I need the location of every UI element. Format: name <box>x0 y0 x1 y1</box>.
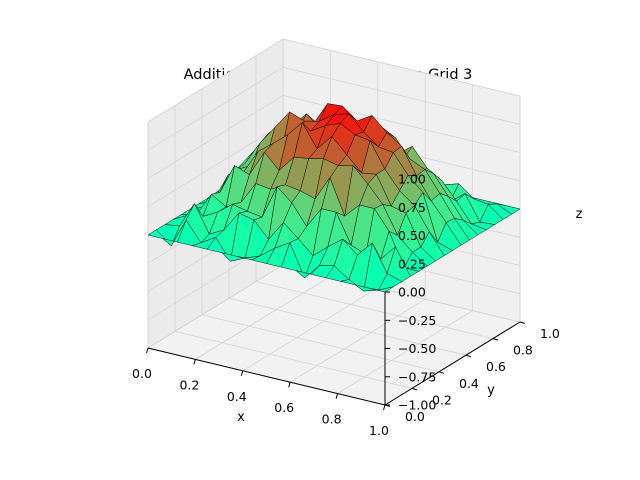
z-grid-line <box>147 38 521 123</box>
z-tick-label: −0.25 <box>398 313 436 328</box>
y-tick-label: 0.4 <box>459 376 479 391</box>
x-tick <box>240 370 244 376</box>
z-axis-label: z <box>576 207 583 222</box>
y-tick <box>438 371 445 374</box>
x-tick-label: 0.8 <box>322 412 342 427</box>
x-axis-line <box>147 347 386 406</box>
x-axis-label: x <box>237 410 245 425</box>
y-tick <box>465 354 472 358</box>
z-tick-label: 1.00 <box>398 172 426 187</box>
z-grid-line <box>147 95 521 179</box>
surface-mesh <box>147 103 521 293</box>
x-tick-label: 0.2 <box>179 377 199 392</box>
x-tick <box>146 347 149 354</box>
y-tick-label: 1.0 <box>540 326 560 341</box>
z-grid-line <box>147 66 521 151</box>
z-tick-label: −0.75 <box>398 369 436 384</box>
x-tick <box>288 382 291 388</box>
z-tick-label: −1.00 <box>398 398 436 413</box>
x-tick <box>383 404 386 411</box>
y-axis-line <box>384 321 521 406</box>
z-tick-label: 0.00 <box>398 285 426 300</box>
x-tick <box>335 393 339 399</box>
y-tick <box>519 321 526 324</box>
x-tick <box>193 359 196 365</box>
tick-labels: 0.0 0.2 0.4 0.6 0.8 1.0 0.0 0.2 0.4 0.6 0.8 1.0 −1.0… <box>132 172 560 439</box>
z-tick-label: −0.50 <box>398 341 436 356</box>
y-tick-label: 0.0 <box>405 409 425 424</box>
y-tick-label: 0.8 <box>513 343 533 358</box>
surface-face <box>369 286 394 293</box>
x-tick-label: 0.4 <box>227 389 247 404</box>
z-tick-label: 0.50 <box>398 228 426 243</box>
y-tick <box>411 387 418 391</box>
z-tick-label: 0.75 <box>398 200 426 215</box>
x-tick-label: 0.6 <box>274 400 294 415</box>
y-tick-label: 0.2 <box>432 392 452 407</box>
z-tick-label: 0.25 <box>398 256 426 271</box>
y-tick-label: 0.6 <box>486 359 506 374</box>
y-tick <box>492 338 499 341</box>
x-tick-label: 0.0 <box>132 366 152 381</box>
x-tick-label: 1.0 <box>369 423 389 438</box>
y-axis-label: y <box>487 383 495 398</box>
